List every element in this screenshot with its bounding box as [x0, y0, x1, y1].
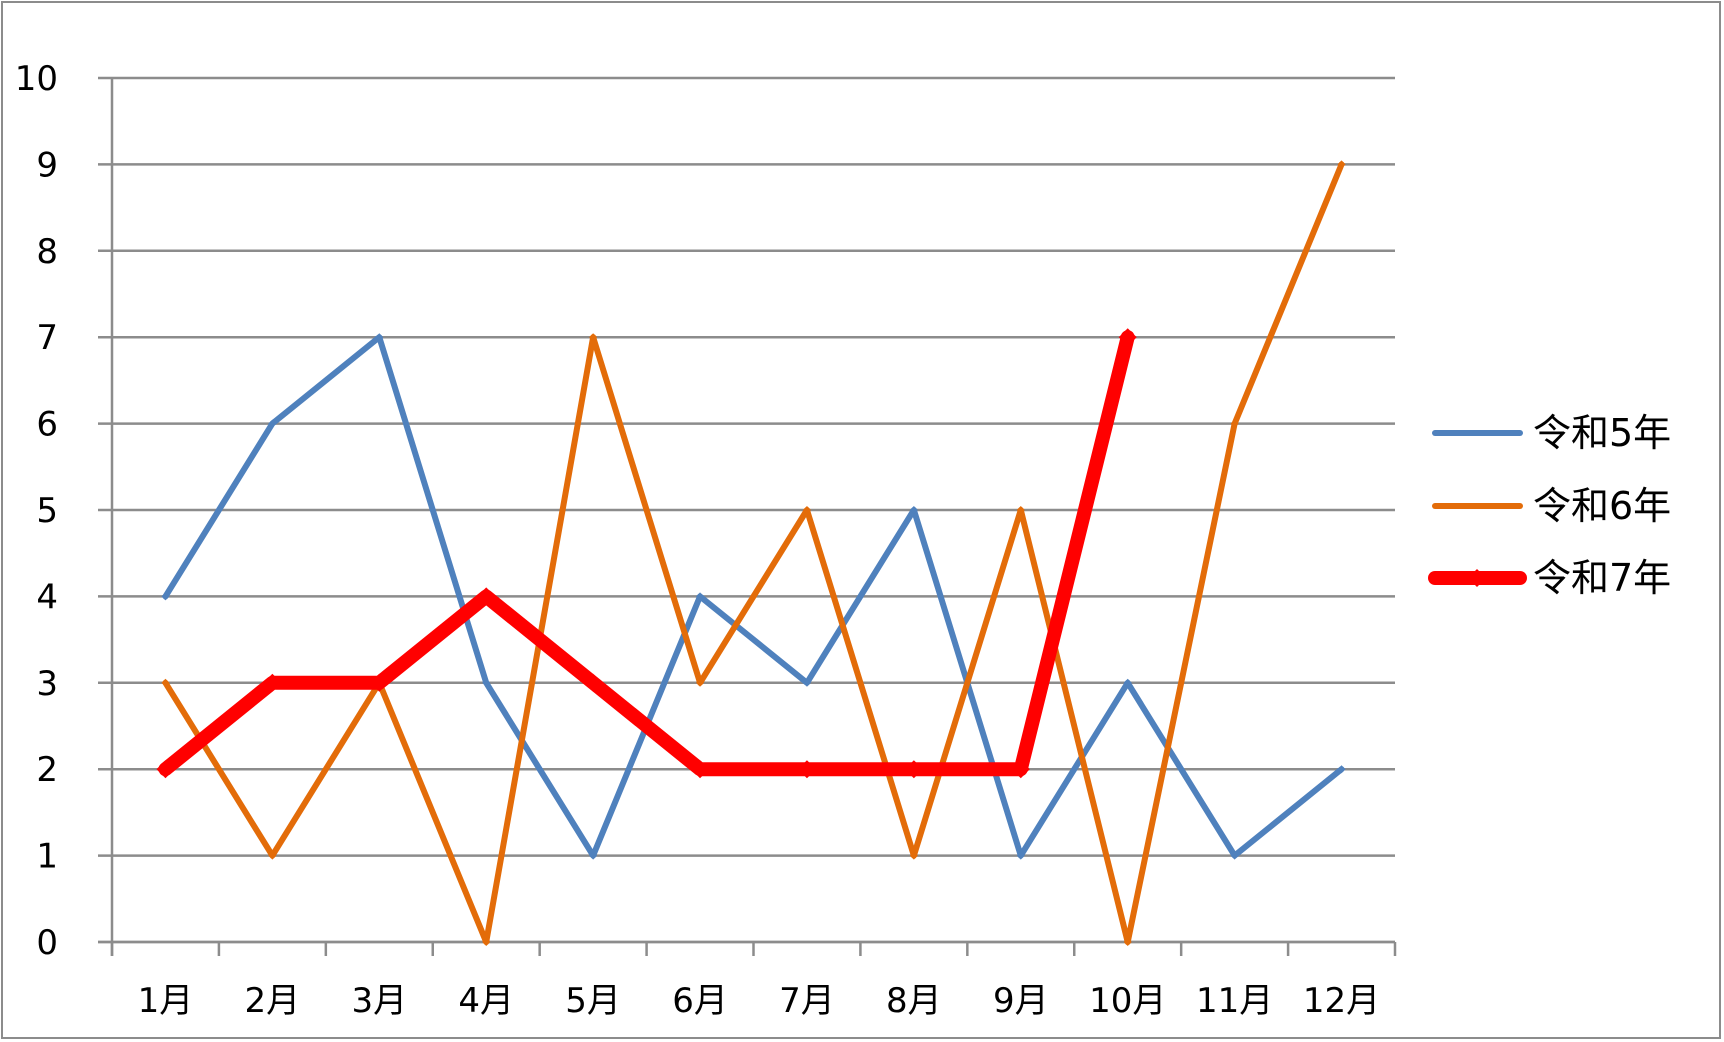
data-point — [156, 760, 175, 779]
legend-label-1: 令和5年 — [1533, 411, 1671, 455]
y-tick-label: 6 — [36, 405, 58, 445]
y-tick-label: 2 — [36, 750, 58, 790]
x-tick-label: 12月 — [1303, 981, 1380, 1021]
x-tick-label: 4月 — [458, 981, 514, 1021]
data-point — [1337, 765, 1346, 774]
data-point — [1337, 160, 1346, 169]
y-tick-label: 7 — [36, 318, 58, 358]
data-point — [909, 851, 918, 860]
data-point — [589, 851, 598, 860]
data-point — [268, 851, 277, 860]
data-point — [1230, 851, 1239, 860]
x-tick-label: 8月 — [886, 981, 942, 1021]
y-tick-label: 4 — [36, 577, 58, 617]
y-tick-label: 5 — [36, 491, 58, 531]
data-point — [1123, 678, 1132, 687]
data-point — [268, 419, 277, 428]
data-point — [1230, 419, 1239, 428]
data-point — [1123, 938, 1132, 946]
data-point — [161, 678, 170, 687]
data-point — [482, 938, 491, 946]
x-tick-label: 3月 — [351, 981, 407, 1021]
y-tick-labels: 0 1 2 3 4 5 6 7 8 9 10 — [15, 59, 58, 963]
x-tick-label: 9月 — [993, 981, 1049, 1021]
data-point — [691, 760, 710, 779]
data-point — [802, 678, 811, 687]
data-point — [477, 587, 496, 606]
data-point — [161, 592, 170, 601]
y-tick-label: 9 — [36, 145, 58, 185]
x-tick-labels: 1月 2月 3月 4月 5月 6月 7月 8月 9月 10月 11月 12月 — [138, 981, 1381, 1021]
data-point — [589, 333, 598, 342]
series-line-1 — [162, 334, 1345, 859]
data-point — [263, 673, 282, 692]
x-tick-label: 1月 — [138, 981, 194, 1021]
y-tick-label: 3 — [36, 664, 58, 704]
data-point — [482, 678, 491, 687]
data-point — [904, 760, 923, 779]
x-tick-label: 5月 — [565, 981, 621, 1021]
gridlines — [98, 76, 1395, 944]
x-tick-label: 6月 — [672, 981, 728, 1021]
y-tick-label: 1 — [36, 837, 58, 877]
legend-label-3: 令和7年 — [1533, 556, 1671, 600]
legend-marker — [1468, 569, 1486, 587]
data-point — [370, 673, 389, 692]
data-point — [1118, 328, 1137, 347]
x-tick-label: 10月 — [1089, 981, 1166, 1021]
data-point — [696, 592, 705, 601]
series-line-3 — [158, 330, 1135, 777]
data-point — [375, 333, 384, 342]
data-point — [1016, 851, 1025, 860]
y-tick-label: 10 — [15, 59, 58, 99]
axes — [98, 78, 1397, 956]
x-tick-label: 11月 — [1196, 981, 1273, 1021]
series-line-2 — [162, 161, 1345, 945]
data-point — [1011, 760, 1030, 779]
x-tick-label: 2月 — [245, 981, 301, 1021]
x-tick-label: 7月 — [779, 981, 835, 1021]
data-point — [584, 673, 603, 692]
y-tick-label: 0 — [36, 923, 58, 963]
series-lines — [156, 160, 1346, 946]
y-tick-label: 8 — [36, 232, 58, 272]
data-point — [696, 678, 705, 687]
data-point — [802, 506, 811, 514]
data-point — [909, 506, 918, 514]
legend-label-2: 令和6年 — [1533, 484, 1671, 528]
data-point — [797, 760, 816, 779]
data-point — [1016, 506, 1025, 514]
